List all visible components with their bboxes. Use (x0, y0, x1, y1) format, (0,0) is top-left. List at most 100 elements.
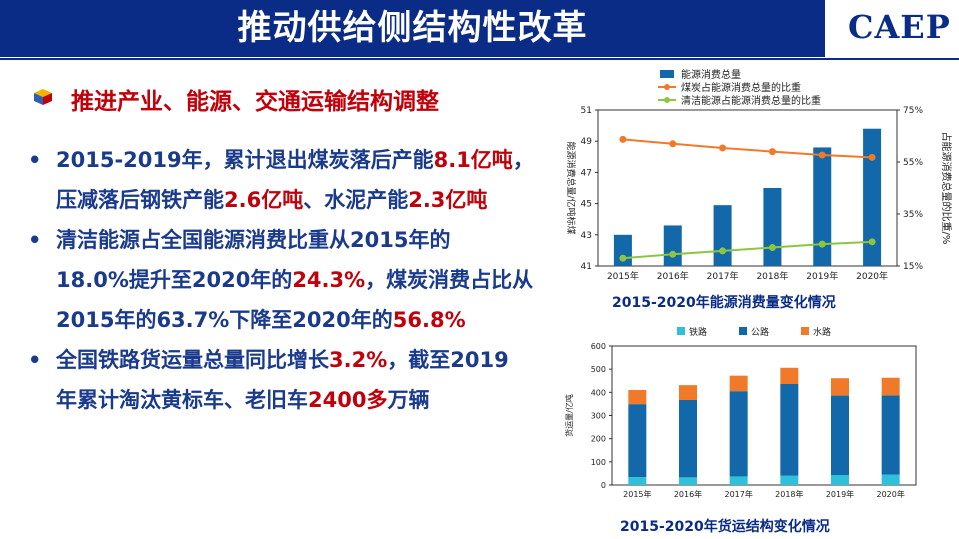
bullet-line: • 清洁能源占全国能源消费比重从2015年的 (28, 220, 568, 260)
energy-bar (813, 147, 832, 266)
y-tick-label: 500 (591, 365, 606, 374)
freight-bar-segment (831, 475, 849, 485)
bullet-text: ，煤炭消费占比从 (365, 268, 534, 292)
energy-bar (713, 205, 732, 266)
freight-bar-segment (679, 477, 697, 485)
highlight-value: 2.6亿吨 (224, 188, 304, 212)
series-point (719, 247, 727, 255)
x-tick-label: 2019年 (806, 270, 838, 282)
freight-bar-segment (729, 391, 748, 477)
bullet-text: 压减落后钢铁产能 (56, 188, 224, 212)
bullet-line: 年累计淘汰黄标车、老旧车2400多万辆 (28, 380, 568, 420)
y-tick-label: 49 (581, 137, 593, 147)
y-tick-label: 41 (581, 262, 592, 272)
legend-swatch (739, 327, 747, 335)
highlight-value: 56.8% (392, 308, 466, 332)
plot-frame (597, 109, 898, 267)
legend-label: 煤炭占能源消费总量的比重 (681, 81, 801, 94)
caep-logo: CAEP (848, 8, 951, 46)
y2-tick-label: 75% (903, 106, 923, 116)
bullet-text: 、水泥产能 (303, 188, 409, 212)
bullet-dot: • (28, 228, 42, 252)
series-point (868, 238, 876, 246)
bullet-text: 18.0%提升至2020年的 (56, 268, 293, 292)
y-tick-label: 600 (591, 342, 606, 351)
freight-bar-segment (881, 395, 900, 475)
bullet-text: 2015年的63.7%下降至2020年的 (56, 308, 393, 332)
x-tick-label: 2016年 (657, 270, 689, 282)
y-tick-label: 47 (581, 168, 592, 178)
series-point (868, 153, 876, 161)
section-title: 推进产业、能源、交通运输结构调整 (71, 89, 439, 115)
legend-swatch (677, 327, 685, 335)
series-line (622, 138, 873, 159)
series-line (622, 240, 873, 260)
bullet-text: 2015-2019年，累计退出煤炭落后产能 (56, 148, 434, 172)
bullet-dot: • (28, 348, 42, 372)
bullet-list: • 2015-2019年，累计退出煤炭落后产能8.1亿吨， 压减落后钢铁产能2.6亿… (28, 140, 568, 420)
cube-icon (34, 89, 52, 105)
y-tick-label: 100 (591, 458, 606, 467)
y2-tick-label: 15% (903, 262, 923, 272)
bullet-line: • 全国铁路货运量总量同比增长3.2%，截至2019 (28, 340, 568, 380)
y-tick-label: 45 (581, 200, 592, 210)
freight-bar-segment (780, 383, 799, 476)
y-axis-label: 货运量/亿吨 (564, 394, 574, 437)
x-tick-label: 2015年 (607, 270, 639, 282)
series-point (619, 254, 627, 262)
freight-bar-segment (628, 390, 647, 405)
highlight-value: 2.3亿吨 (408, 188, 488, 212)
x-tick-label: 2016年 (674, 489, 702, 499)
bullet-text: ，截至2019 (387, 348, 509, 372)
bullet-text: 全国铁路货运量总量同比增长 (56, 348, 329, 372)
header-divider (0, 58, 959, 60)
bullet-text: 万辆 (387, 388, 430, 412)
freight-bar-segment (679, 385, 697, 400)
bullet-line: 18.0%提升至2020年的24.3%，煤炭消费占比从 (28, 260, 568, 300)
legend-marker (664, 84, 670, 90)
y2-tick-label: 35% (903, 210, 923, 220)
freight-bar-segment (780, 367, 799, 384)
legend-label: 能源消费总量 (681, 68, 741, 81)
bullet-line: 压减落后钢铁产能2.6亿吨、水泥产能2.3亿吨 (28, 180, 568, 220)
x-tick-label: 2019年 (826, 489, 854, 499)
x-tick-label: 2020年 (856, 270, 888, 282)
freight-bar-segment (831, 395, 849, 476)
freight-bar-segment (628, 477, 647, 485)
bullet-text: 清洁能源占全国能源消费比重从2015年的 (56, 228, 451, 252)
freight-bar-segment (881, 377, 900, 396)
y-tick-label: 400 (591, 388, 606, 397)
series-point (818, 151, 826, 159)
series-point (669, 250, 677, 258)
y-tick-label: 0 (601, 481, 606, 490)
y-tick-label: 51 (581, 106, 592, 116)
freight-bar-segment (628, 404, 647, 478)
y-tick-label: 43 (581, 231, 592, 241)
series-point (768, 148, 776, 156)
bullet-text: 年累计淘汰黄标车、老旧车 (56, 388, 308, 412)
energy-bar (663, 225, 682, 266)
freight-bar-segment (729, 476, 748, 485)
legend-label: 公路 (751, 326, 769, 338)
plot-frame (611, 345, 917, 486)
highlight-value: 3.2% (329, 348, 388, 372)
series-point (719, 144, 727, 152)
y2-tick-label: 55% (903, 158, 923, 168)
freight-chart-caption: 2015-2020年货运结构变化情况 (620, 519, 830, 535)
series-point (768, 244, 776, 252)
x-tick-label: 2017年 (724, 489, 752, 499)
y2-axis-label: 占能源消费总量的比重/% (940, 132, 953, 245)
x-tick-label: 2018年 (756, 270, 788, 282)
freight-bar-segment (679, 399, 697, 478)
legend-label: 铁路 (689, 326, 707, 338)
bullet-line: 2015年的63.7%下降至2020年的56.8% (28, 300, 568, 340)
y-tick-label: 300 (591, 412, 606, 421)
legend-label: 水路 (813, 326, 831, 338)
series-point (818, 240, 826, 248)
x-tick-label: 2015年 (623, 489, 651, 499)
freight-chart: 铁路 公路 水路 0 100 200 300 400 500 600 2015年 2016年 2017年… (564, 326, 917, 499)
freight-bar-segment (831, 378, 849, 396)
bullet-line: • 2015-2019年，累计退出煤炭落后产能8.1亿吨， (28, 140, 568, 180)
y-tick-label: 200 (591, 435, 606, 444)
